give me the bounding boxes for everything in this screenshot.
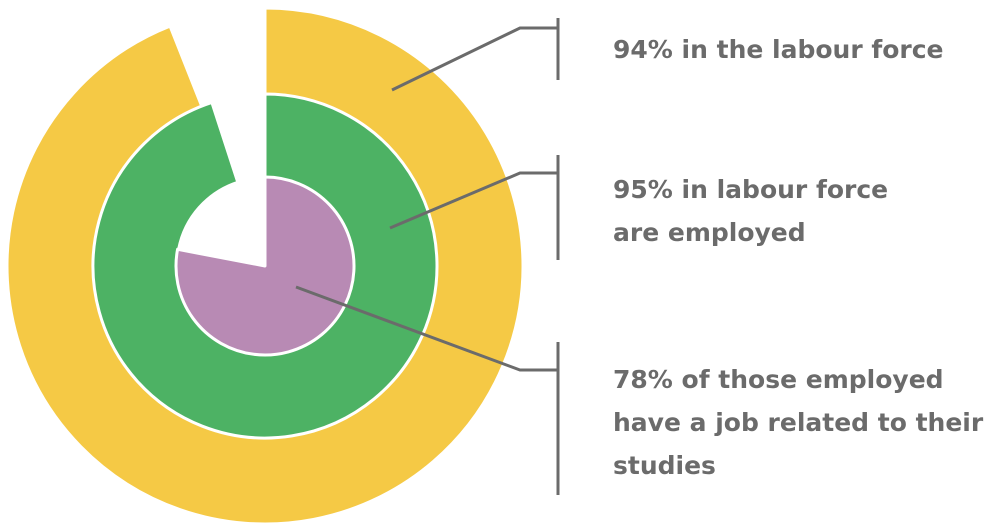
ring-segment-2 <box>174 175 356 357</box>
label-job-related: 78% of those employed have a job related… <box>613 358 983 487</box>
label-employed-line-2: are employed <box>613 218 806 247</box>
label-employed: 95% in labour force are employed <box>613 168 888 254</box>
label-labour-force: 94% in the labour force <box>613 28 944 71</box>
label-job-related-line-3: studies <box>613 451 716 480</box>
label-labour-force-line-1: 94% in the labour force <box>613 35 944 64</box>
label-job-related-line-1: 78% of those employed <box>613 365 944 394</box>
label-employed-line-1: 95% in labour force <box>613 175 889 204</box>
leader-line-2 <box>295 285 558 372</box>
leader-line-0 <box>391 26 558 92</box>
leader-line-1 <box>389 171 558 230</box>
label-job-related-line-2: have a job related to their <box>613 408 984 437</box>
